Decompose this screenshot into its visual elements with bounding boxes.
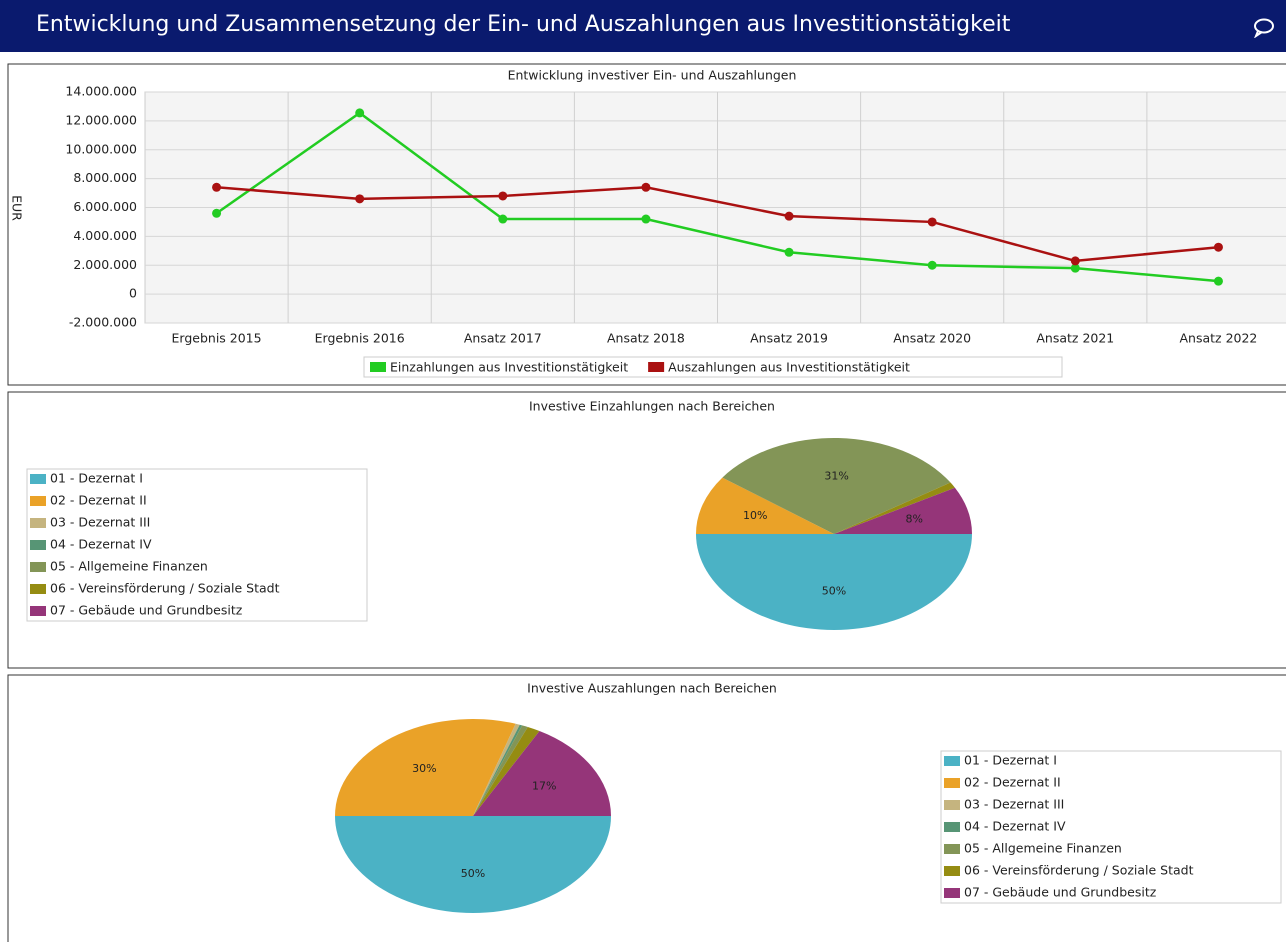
legend-label: 05 - Allgemeine Finanzen — [50, 559, 208, 574]
legend-swatch — [30, 518, 46, 528]
x-tick-label: Ansatz 2017 — [464, 331, 542, 346]
y-tick-label: 4.000.000 — [73, 228, 137, 243]
slice-label: 10% — [743, 509, 767, 522]
comment-icon[interactable] — [1252, 16, 1276, 38]
data-point — [498, 214, 508, 224]
legend-label: 02 - Dezernat II — [964, 775, 1061, 790]
header-bar: Entwicklung und Zusammensetzung der Ein-… — [0, 0, 1286, 52]
legend-swatch — [30, 562, 46, 572]
y-tick-label: 10.000.000 — [65, 141, 137, 156]
slice-label: 30% — [412, 762, 436, 775]
y-tick-label: 12.000.000 — [65, 112, 137, 127]
x-tick-label: Ergebnis 2016 — [315, 331, 405, 346]
legend-swatch — [30, 496, 46, 506]
data-point — [498, 191, 508, 201]
slice-label: 8% — [905, 513, 922, 526]
legend-swatch — [30, 606, 46, 616]
x-tick-label: Ansatz 2022 — [1179, 331, 1257, 346]
legend-label: 07 - Gebäude und Grundbesitz — [50, 603, 243, 618]
header-title: Entwicklung und Zusammensetzung der Ein-… — [36, 12, 1011, 37]
y-tick-label: 8.000.000 — [73, 170, 137, 185]
pie-slice — [696, 477, 834, 534]
data-point — [1213, 242, 1223, 252]
legend-box — [26, 468, 368, 622]
pie-slice — [473, 725, 528, 816]
pie-slice — [335, 719, 516, 816]
pie-slice — [335, 816, 611, 913]
x-tick-label: Ergebnis 2015 — [172, 331, 262, 346]
slice-label: 50% — [822, 585, 846, 598]
legend-label: 06 - Vereinsförderung / Soziale Stadt — [964, 863, 1194, 878]
legend-label: 07 - Gebäude und Grundbesitz — [964, 885, 1157, 900]
legend-swatch — [944, 756, 960, 766]
data-point — [212, 182, 222, 192]
y-tick-label: 0 — [129, 286, 137, 301]
slice-label: 17% — [532, 779, 556, 792]
charts: Entwicklung investiver Ein- und Auszahlu… — [7, 63, 1286, 942]
x-tick-label: Ansatz 2020 — [893, 331, 971, 346]
data-point — [784, 247, 794, 257]
legend-label: Auszahlungen aus Investitionstätigkeit — [668, 360, 910, 375]
legend-swatch — [370, 362, 386, 372]
legend-label: 06 - Vereinsförderung / Soziale Stadt — [50, 581, 280, 596]
chart-title: Investive Auszahlungen nach Bereichen — [527, 681, 777, 696]
data-point — [355, 194, 365, 204]
legend-label: 03 - Dezernat III — [50, 515, 150, 530]
legend-swatch — [30, 474, 46, 484]
pie-slice — [473, 726, 540, 816]
pie-slice — [473, 730, 611, 816]
x-tick-label: Ansatz 2018 — [607, 331, 685, 346]
y-tick-label: -2.000.000 — [69, 315, 137, 330]
x-tick-label: Ansatz 2019 — [750, 331, 828, 346]
data-point — [1213, 276, 1223, 286]
legend-swatch — [944, 844, 960, 854]
legend-label: Einzahlungen aus Investitionstätigkeit — [390, 360, 628, 375]
pie-slice — [722, 437, 951, 534]
legend-label: 04 - Dezernat IV — [964, 819, 1066, 834]
data-point — [927, 217, 937, 227]
legend-swatch — [30, 540, 46, 550]
legend-label: 04 - Dezernat IV — [50, 537, 152, 552]
pie-slice — [834, 482, 955, 534]
pie-slice — [473, 723, 520, 816]
y-tick-label: 6.000.000 — [73, 199, 137, 214]
data-point — [1070, 263, 1080, 273]
slice-label: 31% — [824, 469, 848, 482]
series-line — [215, 111, 1219, 283]
legend-label: 01 - Dezernat I — [964, 753, 1057, 768]
data-point — [355, 108, 365, 118]
legend-swatch — [30, 584, 46, 594]
y-tick-label: 2.000.000 — [73, 257, 137, 272]
x-tick-label: Ansatz 2021 — [1036, 331, 1114, 346]
legend-swatch — [944, 866, 960, 876]
data-point — [641, 214, 651, 224]
legend-label: 02 - Dezernat II — [50, 493, 147, 508]
legend-box — [363, 356, 1063, 378]
legend-label: 05 - Allgemeine Finanzen — [964, 841, 1122, 856]
data-point — [1070, 256, 1080, 266]
data-point — [927, 260, 937, 270]
legend-swatch — [944, 888, 960, 898]
pie-slice — [473, 724, 523, 816]
data-point — [641, 182, 651, 192]
legend-swatch — [944, 800, 960, 810]
chart-title: Entwicklung investiver Ein- und Auszahlu… — [508, 68, 797, 83]
data-point — [784, 211, 794, 221]
slice-label: 50% — [461, 867, 485, 880]
legend-label: 03 - Dezernat III — [964, 797, 1064, 812]
y-tick-label: 14.000.000 — [65, 84, 137, 99]
data-point — [212, 208, 222, 218]
legend-box — [940, 750, 1282, 904]
pie-slice — [834, 487, 973, 534]
legend-swatch — [648, 362, 665, 372]
y-axis-label: EUR — [10, 195, 25, 221]
legend-label: 01 - Dezernat I — [50, 471, 143, 486]
chart-title: Investive Einzahlungen nach Bereichen — [529, 399, 775, 414]
pie-slice — [696, 534, 972, 630]
series-line — [216, 186, 1219, 263]
legend-swatch — [944, 778, 960, 788]
legend-swatch — [944, 822, 960, 832]
